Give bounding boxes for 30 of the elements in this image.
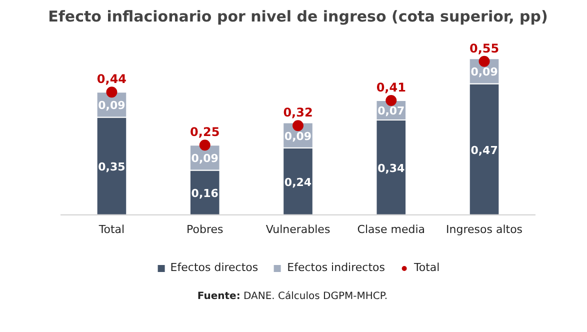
data-label: 0,09 — [284, 130, 312, 143]
data-label: 0,32 — [283, 106, 313, 120]
source-note: Fuente: DANE. Cálculos DGPM-MHCP. — [197, 290, 388, 304]
data-label: 0,09 — [470, 66, 498, 79]
data-label: 0,44 — [96, 72, 127, 86]
legend-label: Efectos indirectos — [287, 261, 385, 274]
point — [106, 86, 118, 98]
data-label: 0,34 — [378, 162, 406, 175]
point — [199, 140, 210, 151]
x-tick-label: Ingresos altos — [446, 222, 523, 236]
x-tick-label: Clase media — [357, 222, 426, 236]
x-tick-label: Total — [98, 222, 125, 236]
data-label: 0,16 — [191, 187, 219, 200]
point — [386, 94, 397, 106]
legend-label: Efectos directos — [170, 261, 258, 274]
x-tick-label: Pobres — [186, 222, 224, 236]
data-label: 0,24 — [284, 176, 312, 189]
data-label: 0,41 — [376, 80, 406, 94]
data-label: 0,07 — [378, 104, 405, 118]
data-label: 0,09 — [191, 152, 218, 166]
data-label: 0,55 — [469, 41, 500, 56]
point — [292, 120, 304, 132]
legend-label: Total — [414, 261, 440, 274]
data-label: 0,47 — [470, 144, 498, 157]
text: Efecto inflacionario por nivel de ingreso (cota superior, pp) — [48, 8, 548, 26]
data-label: 0,09 — [98, 99, 126, 112]
point — [478, 56, 490, 67]
data-label: 0,35 — [98, 160, 126, 174]
data-label: 0,25 — [190, 125, 220, 140]
x-tick-label: Vulnerables — [266, 222, 330, 236]
